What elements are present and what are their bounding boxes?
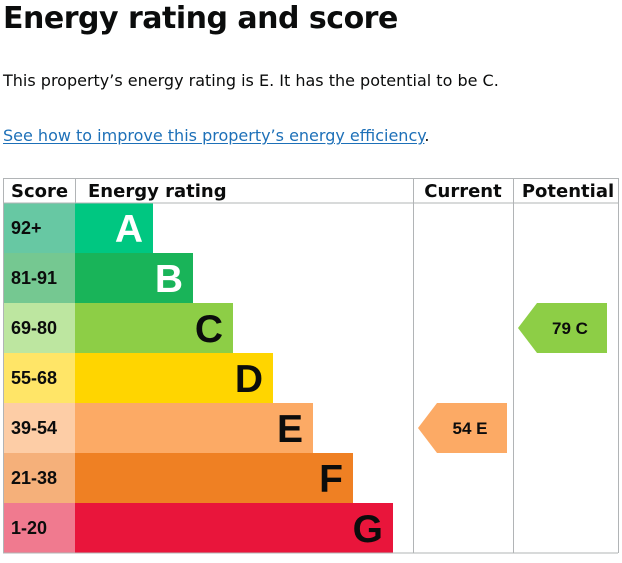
improve-efficiency-link[interactable]: See how to improve this property’s energ… [3,126,425,145]
potential-rating-label: 79 C [552,319,588,338]
band-bar-f [75,453,353,503]
improve-link-line: See how to improve this property’s energ… [3,125,430,147]
header-current: Current [424,181,502,202]
score-cell-f [3,453,75,503]
score-cell-g [3,503,75,553]
score-cell-d [3,353,75,403]
header-energy-rating: Energy rating [88,181,227,202]
band-letter-g: G [353,508,383,551]
score-cell-b [3,253,75,303]
score-range-g: 1-20 [11,518,47,538]
page-title: Energy rating and score [3,1,398,36]
arrows-layer: 54 E 79 C [418,303,607,453]
band-bar-c [75,303,233,353]
band-letter-a: A [115,208,143,251]
band-letter-f: F [319,458,343,501]
score-cell-e [3,403,75,453]
rating-summary: This property’s energy rating is E. It h… [3,71,499,90]
bands-layer: 92+ A 81-91 B 69-80 C 55-68 D 39-54 E 21-38 F 1-20 G [3,203,393,553]
grid-layer [3,178,619,554]
score-range-e: 39-54 [11,418,57,438]
band-bar-g [75,503,393,553]
band-bar-a [75,203,153,253]
score-cell-a [3,203,75,253]
band-letter-e: E [277,408,303,451]
header-score: Score [11,181,68,202]
score-range-d: 55-68 [11,368,57,388]
score-range-b: 81-91 [11,268,57,288]
current-arrow [418,403,507,453]
band-letter-b: B [155,258,183,301]
header-potential: Potential [522,181,614,202]
score-cell-c [3,303,75,353]
score-range-f: 21-38 [11,468,57,488]
band-bar-e [75,403,313,453]
energy-rating-chart: 92+ A81-91 B69-80 C55-68 D39-54 E21-38 F1-20 G … [3,178,619,554]
potential-arrow [518,303,607,353]
link-trailing-period: . [424,126,430,145]
band-letter-c: C [195,308,223,351]
band-letter-d: D [235,358,263,401]
band-bar-b [75,253,193,303]
current-rating-label: 54 E [453,419,488,438]
score-range-c: 69-80 [11,318,57,338]
score-range-a: 92+ [11,218,42,238]
band-bar-d [75,353,273,403]
